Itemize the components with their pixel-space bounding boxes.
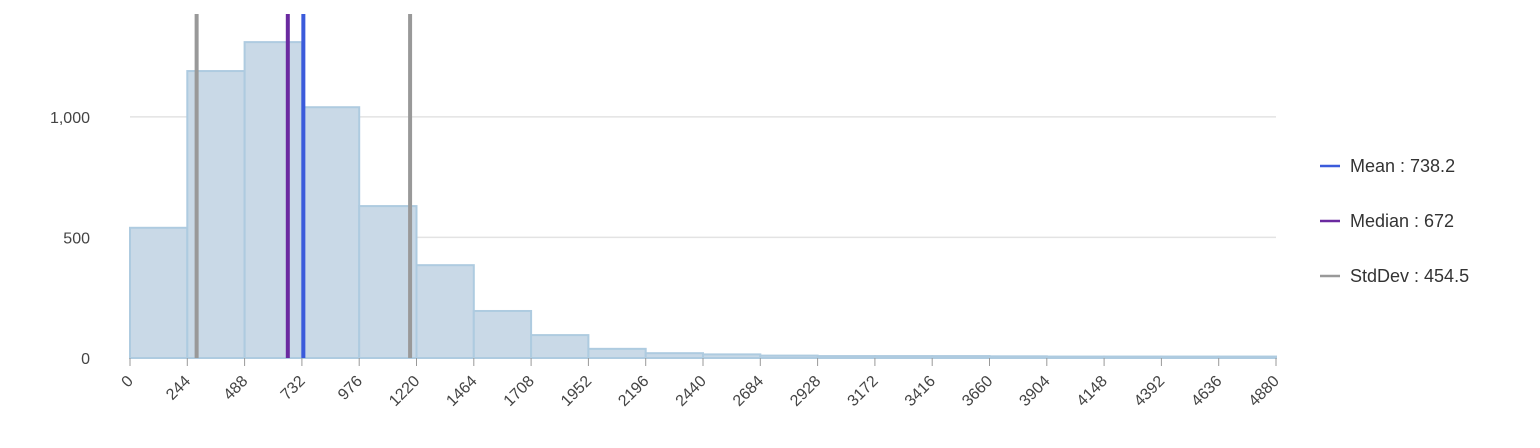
legend: Mean : 738.2 Median : 672 StdDev : 454.5 bbox=[1320, 156, 1469, 286]
x-tick-label: 1708 bbox=[501, 373, 538, 410]
x-tick-label: 3904 bbox=[1016, 373, 1053, 410]
x-tick-label: 4148 bbox=[1074, 373, 1111, 410]
x-tick-label: 3416 bbox=[902, 373, 939, 410]
x-tick-label: 2684 bbox=[730, 373, 767, 410]
histogram-bar bbox=[415, 264, 475, 359]
x-tick-label: 244 bbox=[163, 373, 194, 404]
x-axis bbox=[129, 357, 1277, 366]
x-tick-label: 1464 bbox=[443, 373, 480, 410]
histogram-bar bbox=[300, 106, 361, 359]
histogram-bars bbox=[129, 41, 1277, 360]
histogram-bar bbox=[472, 309, 533, 360]
histogram-bar bbox=[530, 334, 590, 359]
y-tick-label: 1,000 bbox=[50, 110, 90, 127]
x-tick-label: 4636 bbox=[1188, 373, 1225, 410]
x-tick-label: 4392 bbox=[1131, 373, 1168, 410]
histogram-bar bbox=[129, 226, 189, 359]
reference-lines bbox=[194, 14, 413, 358]
x-tick-label: 3660 bbox=[959, 373, 996, 410]
histogram-bar bbox=[358, 205, 418, 359]
x-tick-label: 0 bbox=[119, 373, 137, 391]
x-tick-label: 3172 bbox=[845, 373, 882, 410]
x-axis-ticks: 0 244 488 732 976 1220 1464 1708 1952 2196 2440 268… bbox=[119, 373, 1283, 410]
x-tick-label: 4880 bbox=[1246, 373, 1283, 410]
x-tick-label: 1220 bbox=[386, 373, 423, 410]
histogram-bar bbox=[243, 41, 303, 360]
x-tick-label: 2928 bbox=[787, 373, 824, 410]
legend-label: Median : 672 bbox=[1350, 211, 1454, 231]
histogram-bar bbox=[587, 347, 647, 360]
y-tick-label: 0 bbox=[81, 351, 90, 368]
y-tick-label: 500 bbox=[63, 230, 90, 247]
legend-label: Mean : 738.2 bbox=[1350, 156, 1455, 176]
y-axis-ticks: 0 500 1,000 bbox=[50, 110, 90, 368]
legend-label: StdDev : 454.5 bbox=[1350, 266, 1469, 286]
x-tick-label: 2196 bbox=[615, 373, 652, 410]
x-tick-label: 1952 bbox=[558, 373, 595, 410]
x-tick-label: 488 bbox=[221, 373, 252, 404]
x-tick-label: 732 bbox=[278, 373, 309, 404]
x-tick-label: 2440 bbox=[673, 373, 710, 410]
x-tick-label: 976 bbox=[335, 373, 366, 404]
